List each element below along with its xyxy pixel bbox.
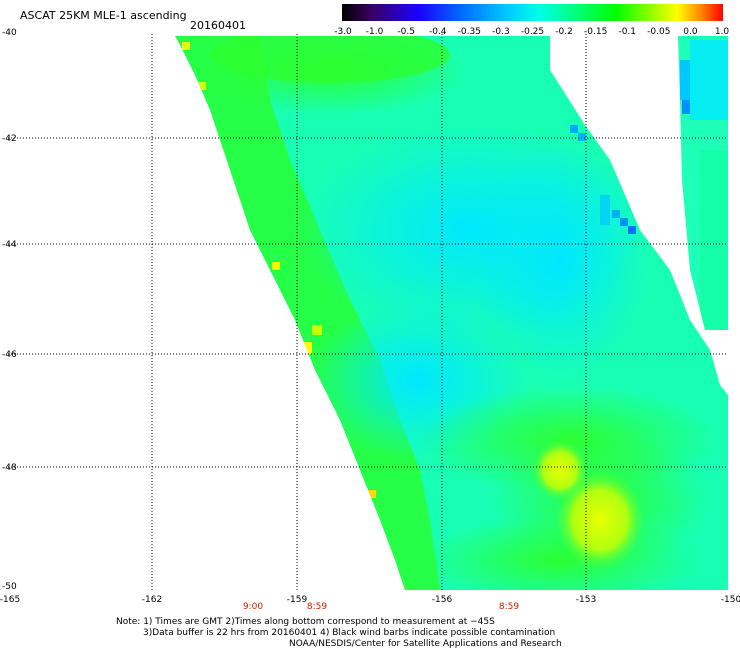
lon-label: -150 — [721, 595, 740, 605]
colorbar-label: -0.5 — [397, 27, 415, 37]
footnote-line: Note: 1) Times are GMT 2)Times along bot… — [116, 617, 495, 627]
colorbar-label: -0.15 — [584, 27, 607, 37]
footnote-line: NOAA/NESDIS/Center for Satellite Applica… — [289, 639, 562, 649]
lon-label: -153 — [576, 595, 596, 605]
latitude-labels: -40 -42 -44 -46 -48 -50 — [2, 28, 17, 592]
colorbar-gradient — [342, 4, 723, 21]
colorbar-label: -0.05 — [647, 27, 670, 37]
colorbar-label: -0.25 — [521, 27, 544, 37]
map-title: ASCAT 25KM MLE-1 ascending — [20, 9, 187, 22]
colorbar-label: -0.4 — [429, 27, 447, 37]
lat-label: -50 — [2, 582, 17, 592]
longitude-labels: -165 -162 -159 -156 -153 -150 — [0, 595, 740, 605]
colorbar-label: -0.1 — [618, 27, 636, 37]
lat-label: -48 — [2, 463, 17, 473]
time-label: 9:00 — [243, 602, 263, 612]
lat-label: -44 — [2, 240, 17, 250]
graticule — [8, 34, 728, 590]
footnote-line: 3)Data buffer is 22 hrs from 20160401 4)… — [143, 628, 556, 638]
lon-label: -162 — [142, 595, 162, 605]
colorbar-label: -1.0 — [366, 27, 384, 37]
colorbar-label: -0.3 — [492, 27, 510, 37]
lon-label: -156 — [432, 595, 453, 605]
colorbar-label: 1.0 — [715, 27, 730, 37]
lat-label: -46 — [2, 350, 17, 360]
colorbar-label: 0.0 — [683, 27, 698, 37]
colorbar-label: -0.35 — [458, 27, 481, 37]
colorbar-label: -3.0 — [334, 27, 352, 37]
lon-label: -159 — [287, 595, 308, 605]
lat-label: -40 — [2, 28, 17, 38]
colorbar: -3.0 -1.0 -0.5 -0.4 -0.35 -0.3 -0.25 -0.2 -0.15 -… — [334, 4, 729, 37]
time-label: 8:59 — [499, 602, 519, 612]
data-swath-east — [678, 36, 728, 330]
map-date: 20160401 — [190, 19, 246, 32]
time-labels: 9:00 8:59 8:59 — [243, 602, 519, 612]
time-label: 8:59 — [307, 602, 327, 612]
colorbar-label: -0.2 — [555, 27, 573, 37]
lon-label: -165 — [0, 595, 20, 605]
data-swath — [175, 36, 728, 590]
lat-label: -42 — [2, 134, 17, 144]
